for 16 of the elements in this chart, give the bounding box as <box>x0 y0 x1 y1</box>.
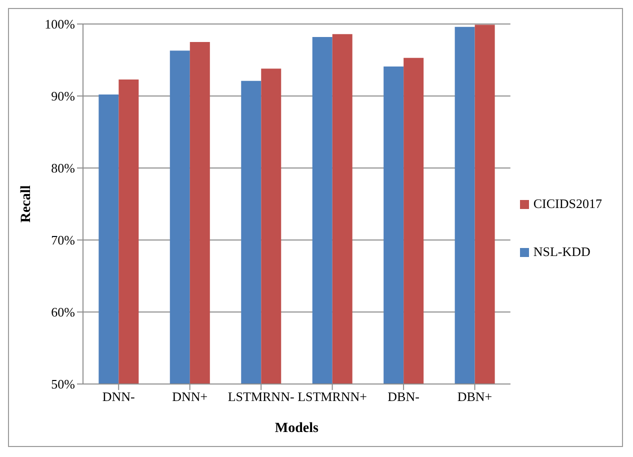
legend-label: CICIDS2017 <box>533 196 602 210</box>
y-tick-label: 70% <box>51 232 76 248</box>
x-tick-label: DNN- <box>102 389 135 404</box>
x-tick-label: DNN+ <box>172 389 208 404</box>
y-tick-label: 50% <box>51 376 76 392</box>
y-tick-label: 60% <box>51 304 76 320</box>
y-tick-label: 90% <box>51 88 76 104</box>
x-tick-label: LSTMRNN+ <box>298 389 368 404</box>
y-tick-label: 100% <box>44 16 76 32</box>
legend-label: NSL-KDD <box>533 244 590 258</box>
y-tick-label: 80% <box>51 160 76 176</box>
x-tick-label: LSTMRNN- <box>228 389 294 404</box>
y-axis-title: Recall <box>18 185 34 223</box>
x-tick-label: DBN- <box>388 389 420 404</box>
x-tick-label: DBN+ <box>457 389 492 404</box>
x-axis-title: Models <box>274 421 320 436</box>
